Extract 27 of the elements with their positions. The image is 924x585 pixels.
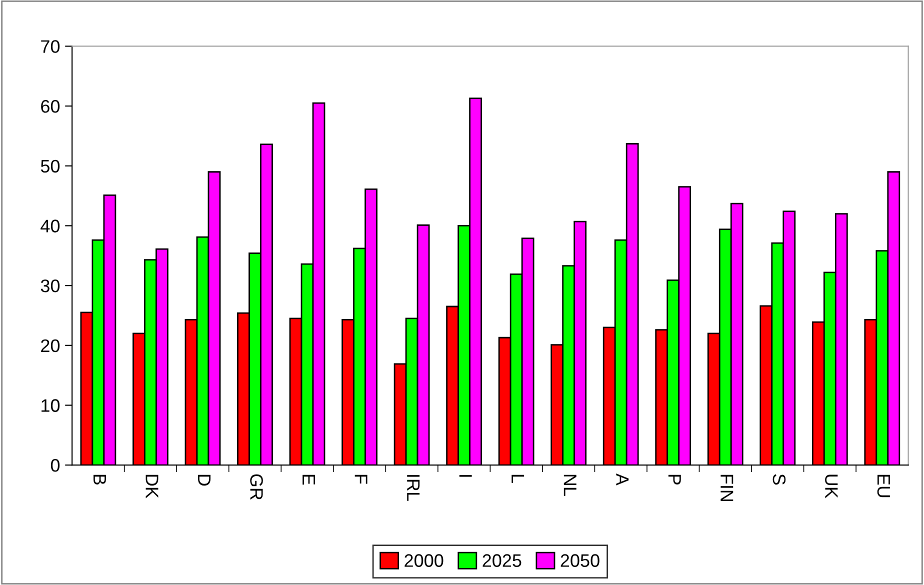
x-tick-label: P xyxy=(668,474,681,484)
x-tick-label: UK xyxy=(825,474,838,498)
x-tick-label: NL xyxy=(564,474,576,496)
legend-label: 2025 xyxy=(482,554,522,567)
y-tick-label: 40 xyxy=(40,220,60,232)
x-tick-label: DK xyxy=(146,474,158,498)
y-tick-label: 50 xyxy=(40,160,60,173)
x-tick-label: B xyxy=(94,474,106,484)
legend-label: 2000 xyxy=(404,554,444,567)
x-tick-label: F xyxy=(354,474,368,484)
x-tick-label: A xyxy=(616,473,629,486)
x-tick-label: D xyxy=(198,474,210,486)
y-tick-label: 10 xyxy=(42,399,60,412)
y-tick-label: 0 xyxy=(50,459,60,472)
x-tick-label: I xyxy=(459,475,472,477)
y-tick-label: 60 xyxy=(41,100,60,113)
x-tick-label: L xyxy=(512,474,524,483)
x-tick-label: E xyxy=(302,474,316,485)
x-tick-label: EU xyxy=(877,474,890,498)
legend-label: 2050 xyxy=(560,554,600,567)
y-tick-label: 30 xyxy=(40,280,60,292)
x-tick-label: GR xyxy=(250,474,263,500)
y-tick-label: 70 xyxy=(41,40,60,53)
x-tick-label: IRL xyxy=(407,475,420,501)
x-tick-label: FIN xyxy=(720,474,734,502)
y-tick-label: 20 xyxy=(41,339,60,352)
x-tick-label: S xyxy=(772,474,786,485)
